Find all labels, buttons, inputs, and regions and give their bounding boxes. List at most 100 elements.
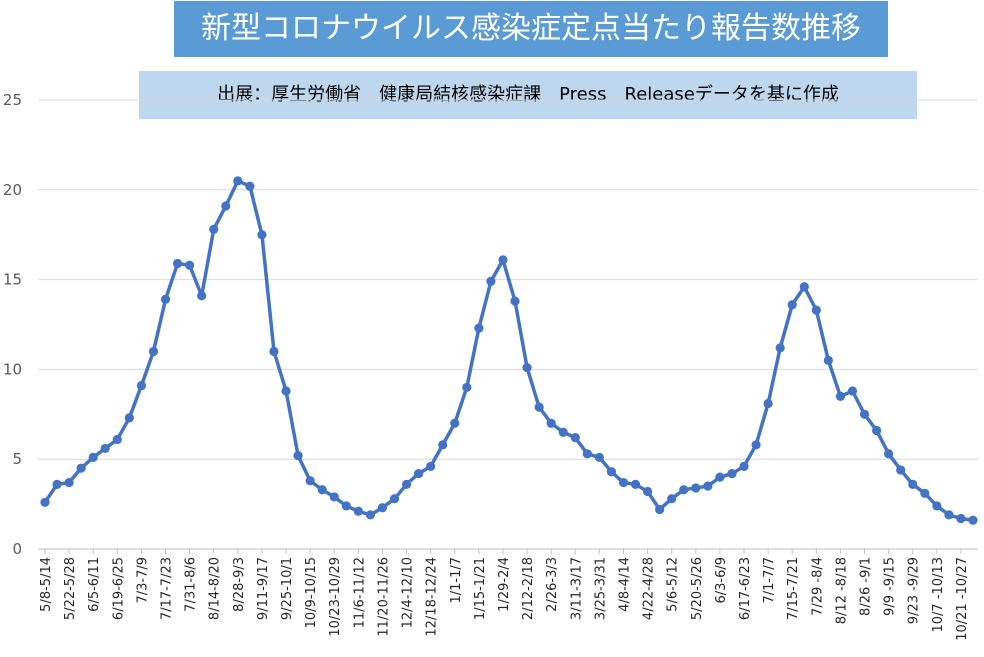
data-point (148, 346, 159, 357)
data-point (956, 513, 966, 524)
x-tick-label: 1/1-1/7 (449, 557, 464, 604)
data-point (727, 468, 737, 479)
data-point (450, 418, 460, 428)
data-point (221, 201, 231, 211)
data-point (486, 276, 496, 286)
x-tick-label: 5/6-5/12 (666, 557, 681, 612)
x-tick-label: 8/14-8/20 (208, 557, 223, 620)
x-tick-label: 10/7 -10/13 (931, 557, 946, 632)
gridlines (38, 99, 978, 550)
data-point (510, 296, 520, 306)
data-point (787, 300, 797, 310)
x-tick-label: 7/1-7/7 (762, 557, 777, 604)
x-tick-label: 10/9-10/15 (304, 557, 319, 628)
x-axis-ticks: 5/8-5/14 5/22-5/28 6/5-6/11 6/19-6/25 7/3-7/… (39, 549, 970, 641)
data-point (88, 452, 98, 463)
x-tick-label: 1/15-1/21 (473, 557, 488, 620)
data-point (667, 494, 677, 504)
data-point (40, 497, 50, 507)
x-tick-label: 12/4-12/10 (401, 557, 416, 628)
x-tick-label: 9/23 -9/29 (907, 557, 922, 624)
data-point (136, 380, 147, 391)
x-tick-label: 3/25-3/31 (593, 557, 608, 620)
data-point (534, 402, 544, 412)
data-point (353, 506, 363, 516)
x-tick-label: 8/12 -8/18 (834, 557, 849, 624)
data-point (389, 494, 400, 504)
x-tick-label: 2/26-3/3 (545, 557, 560, 612)
data-point (245, 181, 255, 191)
y-tick-label: 5 (12, 450, 22, 468)
x-tick-label: 2/12-2/18 (521, 557, 536, 620)
data-point (582, 449, 592, 459)
x-tick-label: 9/9 -9/15 (883, 557, 898, 616)
data-point (197, 291, 207, 301)
data-point (763, 398, 773, 409)
data-point (498, 255, 508, 265)
x-tick-label: 9/25-10/1 (280, 557, 295, 620)
data-point (365, 510, 376, 520)
x-tick-label: 8/26 -9/1 (859, 557, 874, 616)
data-point (462, 382, 472, 392)
data-point (920, 488, 930, 498)
data-point (341, 501, 351, 511)
y-tick-label: 25 (3, 91, 22, 109)
y-tick-label: 0 (12, 540, 22, 558)
data-point (751, 440, 761, 450)
data-point (64, 477, 74, 488)
data-point (414, 468, 424, 479)
data-point (606, 467, 617, 477)
data-point (558, 427, 568, 437)
data-point (655, 504, 665, 515)
data-point (896, 465, 906, 475)
data-point (160, 294, 171, 304)
data-point (835, 391, 846, 401)
data-point (426, 461, 436, 471)
data-point (859, 409, 870, 419)
data-point (281, 386, 291, 396)
x-tick-label: 3/11-3/17 (569, 557, 584, 620)
x-tick-label: 1/29-2/4 (497, 557, 512, 612)
x-tick-label: 7/3-7/9 (135, 557, 150, 604)
data-point (269, 346, 279, 357)
x-tick-label: 4/8-4/14 (617, 557, 632, 612)
series-points (40, 176, 978, 525)
data-point (811, 305, 821, 315)
x-tick-label: 12/18-12/24 (425, 557, 440, 637)
x-tick-label: 7/15-7/21 (786, 557, 801, 620)
y-tick-label: 10 (3, 360, 22, 378)
data-point (112, 434, 122, 445)
x-tick-label: 11/6-11/12 (352, 557, 367, 628)
data-point (823, 355, 833, 366)
data-point (775, 343, 785, 353)
data-point (618, 477, 629, 488)
y-axis-ticks: 0 5 10 15 20 25 (3, 91, 22, 558)
data-point (100, 443, 110, 454)
data-point (570, 433, 580, 443)
x-tick-label: 6/19-6/25 (111, 557, 126, 620)
data-point (739, 461, 749, 471)
data-point (944, 510, 954, 520)
data-point (305, 476, 315, 486)
x-tick-label: 11/20-11/26 (376, 557, 391, 637)
data-point (257, 230, 267, 240)
data-point (932, 501, 942, 511)
data-point (703, 481, 713, 491)
data-point (799, 282, 809, 292)
data-point (401, 479, 412, 489)
y-tick-label: 15 (3, 271, 22, 289)
data-point (52, 479, 62, 489)
x-tick-label: 5/22-5/28 (63, 557, 78, 620)
data-point (522, 363, 532, 373)
data-point (124, 413, 134, 423)
data-point (546, 418, 556, 428)
data-point (847, 386, 858, 396)
data-point (642, 486, 653, 497)
x-tick-label: 5/8-5/14 (39, 557, 54, 612)
data-point (691, 483, 701, 493)
series-line (43, 179, 974, 522)
data-point (630, 479, 641, 489)
data-point (968, 515, 978, 525)
data-point (317, 485, 327, 495)
